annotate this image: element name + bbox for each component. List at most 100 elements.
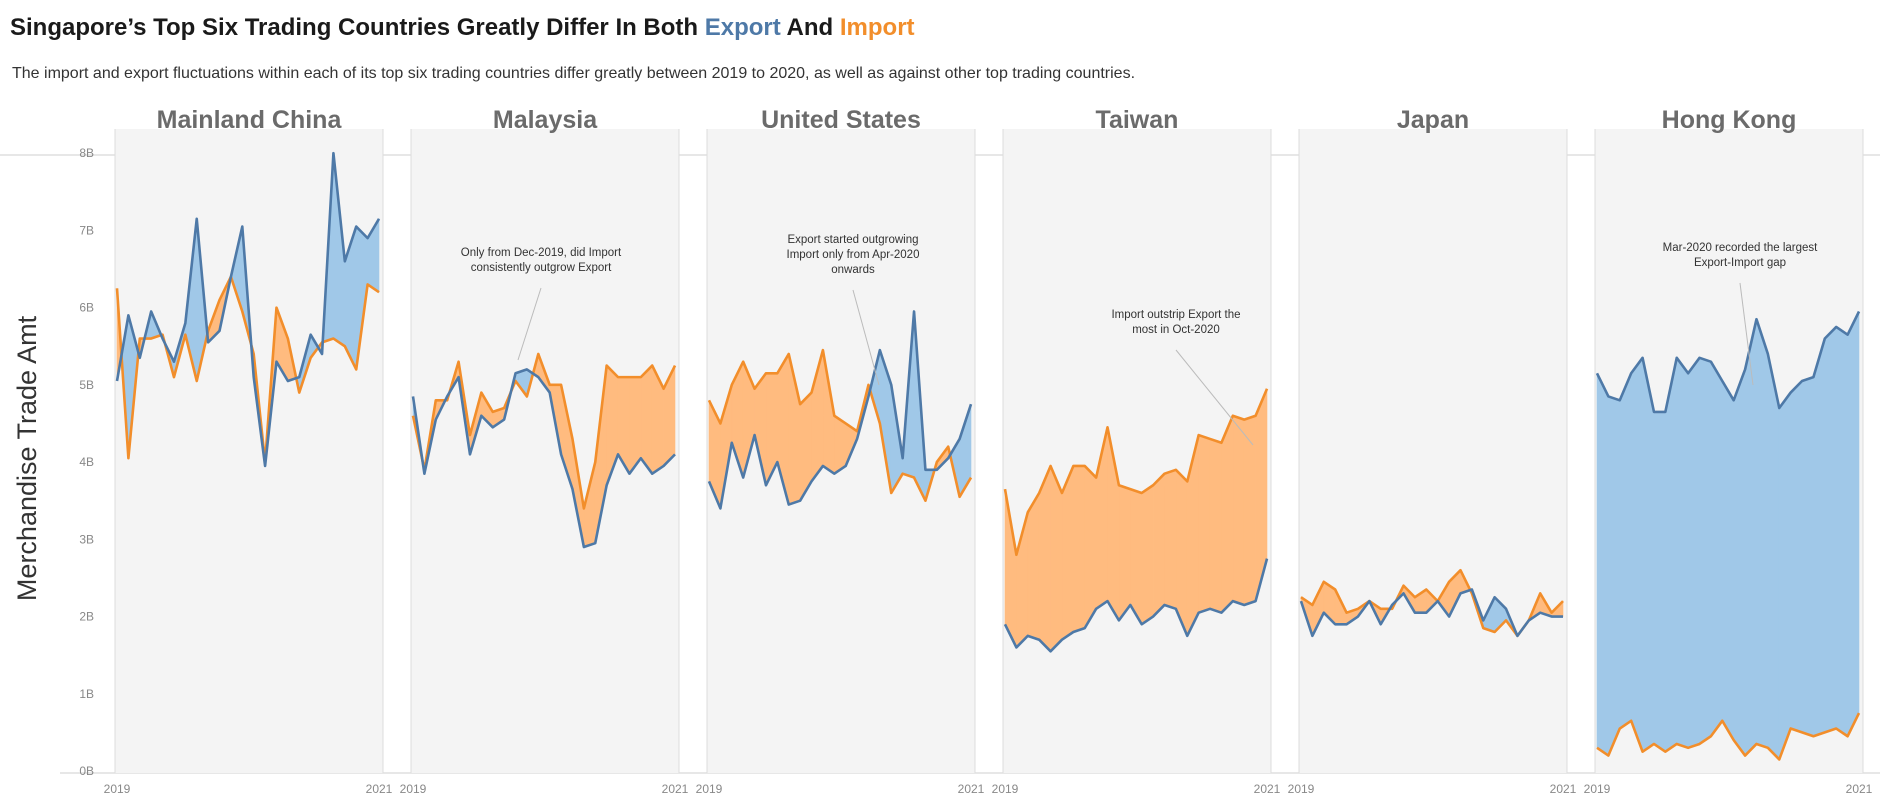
gap-fill: [1164, 469, 1177, 610]
annotation-text: Mar-2020 recorded the largest: [1663, 242, 1818, 254]
gap-fill: [1778, 391, 1791, 760]
annotation-leader-line: [517, 287, 542, 361]
gap-fill: [1027, 491, 1040, 641]
gap-fill: [1118, 484, 1131, 622]
x-tick-label: 2021: [1550, 782, 1577, 796]
gap-fill: [833, 415, 847, 475]
export-series-line: [115, 151, 381, 468]
y-tick-label: 2B: [79, 610, 94, 624]
gap-fill: [640, 364, 653, 475]
gap-fill: [1084, 465, 1097, 630]
y-tick-label: 5B: [79, 378, 94, 392]
gap-fill: [1653, 411, 1666, 753]
panel-malaysia: Malaysia 2019 2021 Only from Dec-2019, did …: [400, 106, 689, 796]
x-tick-label: 2021: [958, 782, 985, 796]
gap-fill: [1630, 356, 1643, 752]
y-tick-label: 3B: [79, 532, 94, 546]
y-tick-label: 6B: [79, 301, 94, 315]
annotation-text: onwards: [831, 264, 875, 276]
panel-title: Mainland China: [157, 106, 343, 134]
gap-fill: [1642, 357, 1655, 753]
y-tick-label: 4B: [79, 455, 94, 469]
panel-title: Malaysia: [493, 106, 598, 134]
annotation-text: Import outstrip Export the: [1111, 309, 1240, 321]
gap-fill: [1050, 465, 1063, 653]
gap-fill: [1710, 360, 1723, 738]
y-tick-label: 1B: [79, 687, 94, 701]
annotation-leader-line: [1739, 282, 1754, 386]
annotation-leader-line: [852, 289, 880, 386]
annotation-text: Import only from Apr-2020: [787, 249, 920, 261]
gap-fill: [1824, 326, 1837, 733]
x-tick-label: 2019: [1288, 782, 1315, 796]
gap-fill: [1596, 373, 1609, 757]
import-series-line: [707, 348, 973, 502]
panel-title: Hong Kong: [1662, 106, 1797, 134]
gap-fill: [1198, 434, 1211, 614]
y-tick-label: 0B: [79, 764, 94, 778]
title-import-word: Import: [839, 14, 915, 41]
panel-title: United States: [761, 106, 921, 134]
annotation-leader-line: [1175, 349, 1254, 446]
gap-fill: [1038, 465, 1051, 653]
y-tick-label: 8B: [79, 146, 94, 160]
import-series-line: [1003, 388, 1269, 557]
import-series-line: [1596, 712, 1861, 761]
title-export-word: Export: [704, 14, 781, 41]
gap-fill: [1790, 380, 1803, 733]
gap-fill: [1243, 415, 1256, 606]
chart-area: Merchandise Trade Amt 0B 1B 2B 3B 4B 5B 6B 7B 8B M…: [0, 106, 1880, 796]
panel-background: [1299, 129, 1567, 773]
annotation-text: Export started outgrowing: [787, 234, 918, 246]
gap-fill: [1687, 356, 1700, 749]
panel-taiwan: Taiwan 2019 2021 Import outstrip Export the…: [992, 106, 1281, 796]
y-tick-label: 7B: [79, 223, 94, 237]
gap-fill: [1744, 319, 1757, 757]
annotation-text: consistently outgrow Export: [471, 262, 612, 274]
export-series-line: [1595, 310, 1861, 414]
gap-fill: [1733, 369, 1746, 757]
panel-background: [115, 129, 383, 773]
x-tick-label: 2019: [696, 782, 723, 796]
x-tick-label: 2021: [1846, 782, 1873, 796]
x-tick-label: 2019: [400, 782, 427, 796]
chart-title: Singapore’s Top Six Trading Countries Gr…: [10, 14, 915, 42]
gap-fill: [1221, 415, 1234, 614]
chart-subtitle: The import and export fluctuations withi…: [12, 65, 1136, 82]
x-tick-label: 2019: [992, 782, 1019, 796]
panel-united-states: United States 2019 2021 Export started outg…: [696, 106, 985, 796]
export-series-line: [1299, 588, 1563, 638]
gap-fill: [1699, 357, 1712, 745]
title-prefix: Singapore’s Top Six Trading Countries Gr…: [10, 14, 705, 41]
gap-fill: [1676, 356, 1689, 749]
gap-fill: [1619, 373, 1632, 730]
gap-fill: [1073, 465, 1086, 633]
x-tick-label: 2019: [104, 782, 131, 796]
panel-japan: Japan 2019 2021: [1288, 106, 1577, 796]
gap-fill: [1608, 396, 1621, 756]
gap-fill: [1665, 357, 1678, 753]
gap-fill: [1767, 353, 1780, 761]
panel-title: Taiwan: [1096, 106, 1179, 134]
export-series-line: [411, 368, 676, 549]
gap-fill: [1813, 338, 1826, 737]
export-series-line: [707, 310, 973, 510]
annotation-text: most in Oct-2020: [1132, 324, 1220, 336]
gap-fill: [1141, 484, 1154, 625]
x-tick-label: 2021: [366, 782, 393, 796]
export-series-line: [1003, 558, 1269, 653]
y-axis-title: Merchandise Trade Amt: [12, 315, 42, 601]
gap-fill: [1835, 326, 1848, 737]
title-middle: And: [780, 14, 840, 41]
gap-fill: [1232, 415, 1245, 606]
x-tick-label: 2019: [1584, 782, 1611, 796]
x-tick-label: 2021: [662, 782, 689, 796]
panel-title: Japan: [1397, 106, 1469, 134]
gap-fill: [1130, 488, 1142, 626]
gap-fill: [1847, 311, 1860, 737]
gap-fill: [1209, 438, 1222, 614]
panel-hong-kong: Hong Kong 2019 2021 Mar-2020 recorded the l…: [1584, 106, 1873, 796]
x-tick-label: 2021: [1254, 782, 1281, 796]
annotation-text: Only from Dec-2019, did Import: [461, 247, 622, 259]
gap-fill: [1756, 319, 1769, 749]
